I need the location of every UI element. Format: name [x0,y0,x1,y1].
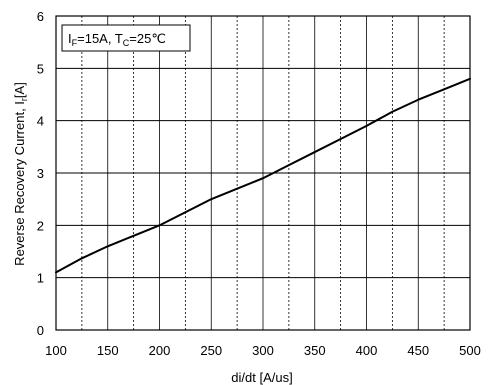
x-tick-label: 400 [356,343,378,358]
y-tick-label: 2 [37,218,44,233]
plot-frame [55,15,471,331]
legend-i-rest: =15A, T [77,31,123,46]
legend-i-letter: I [68,31,72,46]
x-tick-label: 200 [149,343,171,358]
legend-t-sub: C [123,38,130,48]
y-tick-label: 5 [37,61,44,76]
x-tick-label: 300 [252,343,274,358]
y-tick-label: 3 [37,166,44,181]
series-layer [55,77,471,274]
y-axis-label-main: Reverse Recovery Current, I [12,101,27,266]
x-tick-label: 100 [45,343,67,358]
y-axis-label: Reverse Recovery Current, Ir[A] [12,82,29,266]
legend-t-rest: =25℃ [129,31,166,46]
y-tick-label: 6 [37,9,44,24]
x-tick-label: 450 [407,343,429,358]
x-tick-label: 500 [459,343,481,358]
x-tick-label: 250 [200,343,222,358]
x-axis-label: di/dt [A/us] [231,370,292,385]
y-tick-label: 0 [37,323,44,338]
y-tick-label: 1 [37,271,44,286]
x-tick-label: 350 [304,343,326,358]
grid-lines [56,16,470,330]
y-axis-label-sub: r [19,98,29,101]
x-tick-label: 150 [97,343,119,358]
tick-labels: 100 150 200 250 300 350 400 450 500 0 1 2 3 4 5 6 [37,9,481,358]
y-axis-label-unit: [A] [12,82,27,98]
legend-box: IF=15A, TC=25℃ [61,24,191,52]
series-line-0 [55,77,471,274]
legend-i-sub: F [72,38,78,48]
legend-text: IF=15A, TC=25℃ [68,31,166,48]
y-tick-label: 4 [37,114,44,129]
